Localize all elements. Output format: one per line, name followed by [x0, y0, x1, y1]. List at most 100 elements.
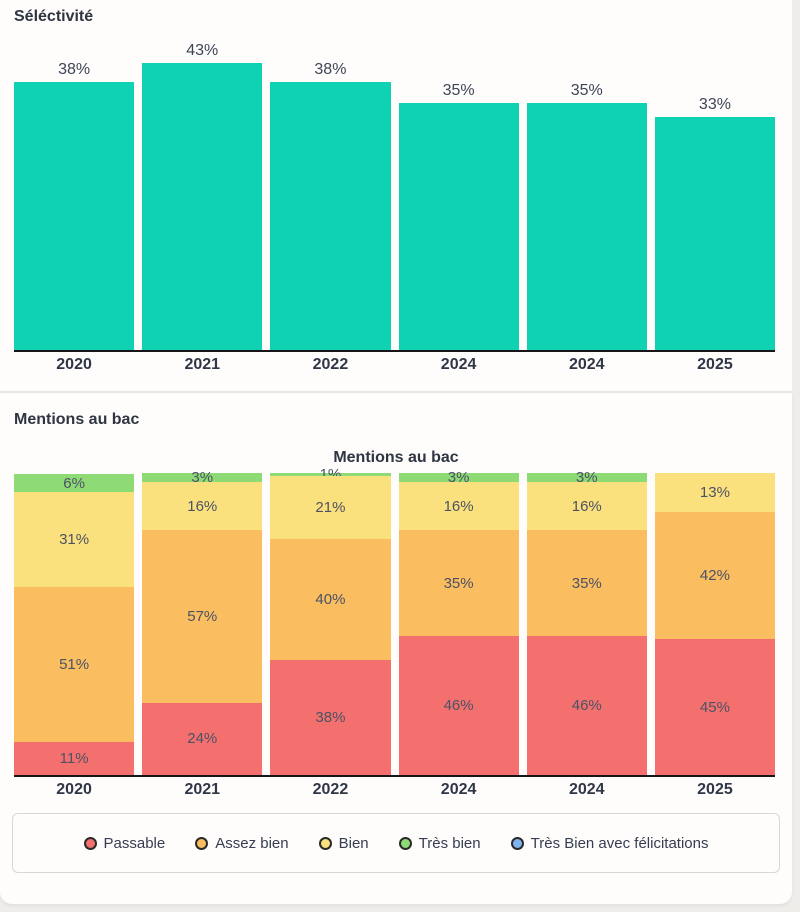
legend-marker — [398, 836, 412, 850]
selectivity-bar[interactable] — [398, 103, 519, 350]
segment-label: 16% — [571, 497, 602, 515]
x-tick-label: 2020 — [56, 356, 92, 373]
bar-column: 35% — [526, 42, 647, 350]
bar-value-label: 35% — [442, 82, 475, 99]
segment-label: 11% — [59, 749, 89, 767]
x-tick-label: 2021 — [184, 781, 221, 798]
segment-label: 35% — [443, 574, 474, 592]
stack-segment[interactable]: 16% — [142, 482, 263, 531]
x-tick-label: 2025 — [697, 781, 733, 798]
stack-segment[interactable]: 16% — [398, 482, 519, 531]
segment-label: 46% — [443, 697, 474, 715]
bar-column: 43% — [142, 42, 263, 350]
legend-item[interactable]: Passable — [83, 834, 166, 852]
stack-segment[interactable]: 11% — [14, 741, 135, 775]
section-title-selectivity: Séléctivité — [14, 8, 94, 25]
stack-segment[interactable]: 24% — [142, 702, 263, 775]
selectivity-bar[interactable] — [270, 82, 391, 350]
legend-item-label: Bien — [338, 834, 369, 852]
stack-segment[interactable]: 3% — [526, 469, 647, 487]
legend-marker — [318, 836, 332, 850]
bar-column: 35% — [398, 42, 519, 350]
selectivity-bar[interactable] — [654, 117, 776, 350]
bar-value-label: 38% — [314, 61, 347, 78]
stack-segment[interactable]: 3% — [398, 469, 519, 487]
stacked-bar[interactable]: 1% 21% 40% 38% — [270, 467, 391, 775]
bar-value-label: 38% — [58, 61, 91, 78]
stacked-bar[interactable]: 3% 16% 35% 46% — [398, 469, 519, 775]
stack-segment[interactable]: 16% — [526, 482, 647, 531]
stack-segment[interactable]: 46% — [526, 636, 647, 775]
legend-item-label: Très bien — [418, 834, 481, 852]
mentions-x-axis: 2020 2021 2022 2024 2024 2025 — [14, 777, 775, 799]
segment-label: 24% — [187, 730, 218, 748]
stacked-bar[interactable]: 6% 31% 51% 11% — [14, 473, 135, 775]
x-tick-label: 2022 — [312, 356, 349, 373]
selectivity-plot: 38% 43% 38% 35% 35% 33% — [14, 42, 776, 352]
stack-segment[interactable]: 42% — [654, 512, 776, 640]
stack-segment[interactable]: 31% — [14, 492, 135, 587]
mentions-plot: 6% 31% 51% 11% 3% 16% 57% 24% 1% 21% 40% 38% 3% 16% 35… — [14, 467, 776, 777]
stack-segment[interactable]: 57% — [142, 530, 263, 703]
x-tick-label: 2021 — [184, 356, 221, 373]
legend-item-label: Très Bien avec félicitations — [530, 834, 709, 852]
stack-segment[interactable]: 13% — [654, 473, 776, 513]
segment-label: 35% — [571, 574, 602, 592]
stack-segment[interactable]: 21% — [270, 476, 391, 540]
segment-label: 42% — [699, 567, 730, 585]
stacked-bar[interactable]: 13% 42% 45% — [654, 473, 776, 775]
segment-label: 6% — [63, 474, 85, 492]
segment-label: 46% — [571, 697, 602, 715]
bar-value-label: 35% — [570, 82, 603, 99]
legend-item-label: Assez bien — [215, 834, 289, 852]
x-tick-label: 2025 — [697, 356, 733, 373]
section-title-mentions: Mentions au bac — [14, 411, 140, 428]
stack-segment[interactable]: 45% — [654, 639, 776, 775]
stack-segment[interactable]: 35% — [398, 530, 519, 637]
segment-label: 16% — [187, 497, 218, 515]
stack-segment[interactable]: 40% — [270, 539, 391, 661]
selectivity-bar[interactable] — [526, 103, 647, 350]
segment-label: 57% — [187, 607, 218, 625]
selectivity-bar[interactable] — [142, 63, 263, 350]
mentions-legend: Passable Assez bien Bien Très bien Très Bien… — [12, 813, 780, 873]
segment-label: 3% — [575, 469, 598, 487]
mentions-card: Mentions au bac Mentions au bac 6% 31% 51%… — [0, 393, 792, 904]
stacked-bar[interactable]: 3% 16% 57% 24% — [142, 469, 263, 775]
mentions-chart-title: Mentions au bac — [333, 449, 459, 466]
legend-item[interactable]: Très bien — [398, 834, 481, 852]
legend-marker — [195, 836, 209, 850]
legend-item-label: Passable — [103, 834, 166, 852]
x-tick-label: 2024 — [568, 781, 605, 798]
segment-label: 3% — [447, 469, 470, 487]
selectivity-bar[interactable] — [14, 82, 135, 350]
stack-segment[interactable]: 46% — [398, 636, 519, 775]
segment-label: 13% — [699, 484, 730, 502]
stacked-bar[interactable]: 3% 16% 35% 46% — [526, 469, 647, 775]
selectivity-x-axis: 2020 2021 2022 2024 2024 2025 — [14, 352, 775, 374]
segment-label: 21% — [315, 499, 346, 517]
segment-label: 45% — [699, 698, 730, 716]
x-tick-label: 2024 — [440, 781, 477, 798]
segment-label: 40% — [315, 591, 346, 609]
selectivity-card: Séléctivité 38% 43% 38% 35% 35% 33% 2020 2021 2… — [0, 0, 792, 393]
stack-segment[interactable]: 3% — [142, 469, 263, 487]
stack-segment[interactable]: 38% — [270, 660, 391, 775]
segment-label: 16% — [443, 497, 474, 515]
legend-item[interactable]: Assez bien — [195, 834, 289, 852]
bar-value-label: 43% — [186, 42, 219, 59]
legend-item[interactable]: Très Bien avec félicitations — [510, 834, 709, 852]
bar-column: 38% — [14, 42, 135, 350]
segment-label: 31% — [59, 530, 90, 548]
stack-segment[interactable]: 6% — [14, 474, 135, 493]
legend-marker — [510, 836, 524, 850]
legend-marker — [83, 836, 97, 850]
x-tick-label: 2022 — [312, 781, 349, 798]
stack-segment[interactable]: 51% — [14, 586, 135, 742]
segment-label: 51% — [59, 655, 90, 673]
segment-label: 3% — [191, 469, 214, 487]
stack-segment[interactable]: 35% — [526, 530, 647, 637]
x-tick-label: 2020 — [56, 781, 92, 798]
legend-item[interactable]: Bien — [318, 834, 369, 852]
